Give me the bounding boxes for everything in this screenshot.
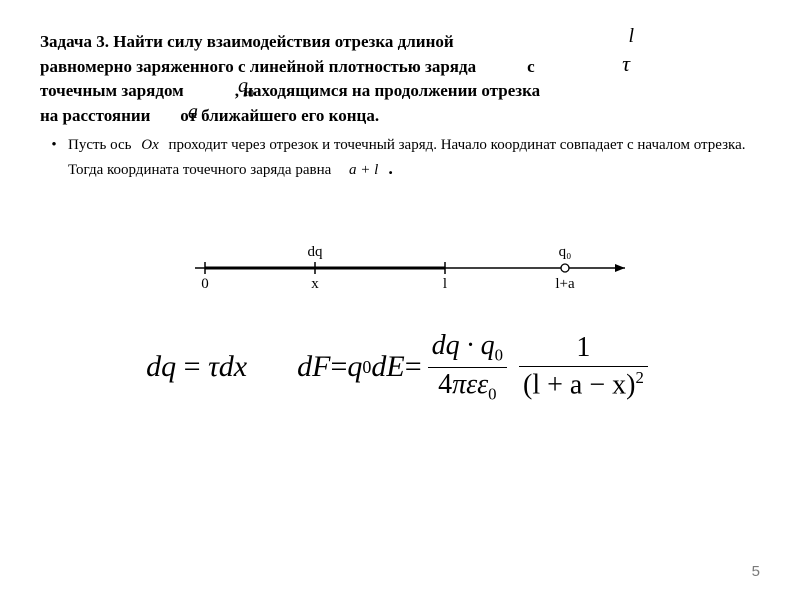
- symbol-l: l: [628, 22, 634, 51]
- page-number: 5: [752, 563, 760, 580]
- slide-page: Задача 3. Найти силу взаимодействия отре…: [0, 0, 800, 600]
- symbol-Ox: Ox: [135, 137, 165, 153]
- problem-line1: Задача 3. Найти силу взаимодействия отре…: [40, 32, 454, 51]
- symbol-a: a: [188, 98, 198, 127]
- explanation-bullet: • Пусть ось Ox проходит через отрезок и …: [40, 135, 760, 181]
- bullet-dot-icon: •: [40, 135, 68, 181]
- symbol-tau: τ: [622, 48, 630, 80]
- problem-line3b: , находящимся на продолжении отрезка: [235, 81, 540, 100]
- svg-text:l+a: l+a: [555, 276, 575, 292]
- symbol-q0: q0: [238, 72, 254, 102]
- fraction-1: dq · q0 4πεε0: [428, 331, 507, 404]
- problem-line2a: равномерно заряженного с линейной плотно…: [40, 57, 476, 76]
- equation-dF: dF = q0dE = dq · q0 4πεε0 1 (l + a − x)2: [297, 331, 654, 404]
- axis-diagram: 0 dq x l q₀ l+a: [165, 213, 635, 303]
- problem-line3a: точечным зарядом: [40, 81, 184, 100]
- svg-text:x: x: [311, 276, 319, 292]
- problem-line2b: с: [527, 57, 535, 76]
- svg-text:q₀: q₀: [559, 244, 572, 260]
- equation-dq: dq = τdx: [146, 350, 247, 384]
- svg-text:0: 0: [201, 276, 209, 292]
- equations-block: dq = τdx dF = q0dE = dq · q0 4πεε0 1 (l …: [40, 331, 760, 404]
- svg-text:l: l: [443, 276, 447, 292]
- symbol-a-plus-l: a + l: [335, 162, 388, 178]
- fraction-2: 1 (l + a − x)2: [519, 333, 648, 401]
- problem-statement: Задача 3. Найти силу взаимодействия отре…: [40, 30, 760, 129]
- bullet-text: Пусть ось Ox проходит через отрезок и то…: [68, 135, 760, 181]
- svg-text:dq: dq: [308, 244, 324, 260]
- problem-line4b: от ближайшего его конца.: [180, 106, 379, 125]
- problem-line4a: на расстоянии: [40, 106, 150, 125]
